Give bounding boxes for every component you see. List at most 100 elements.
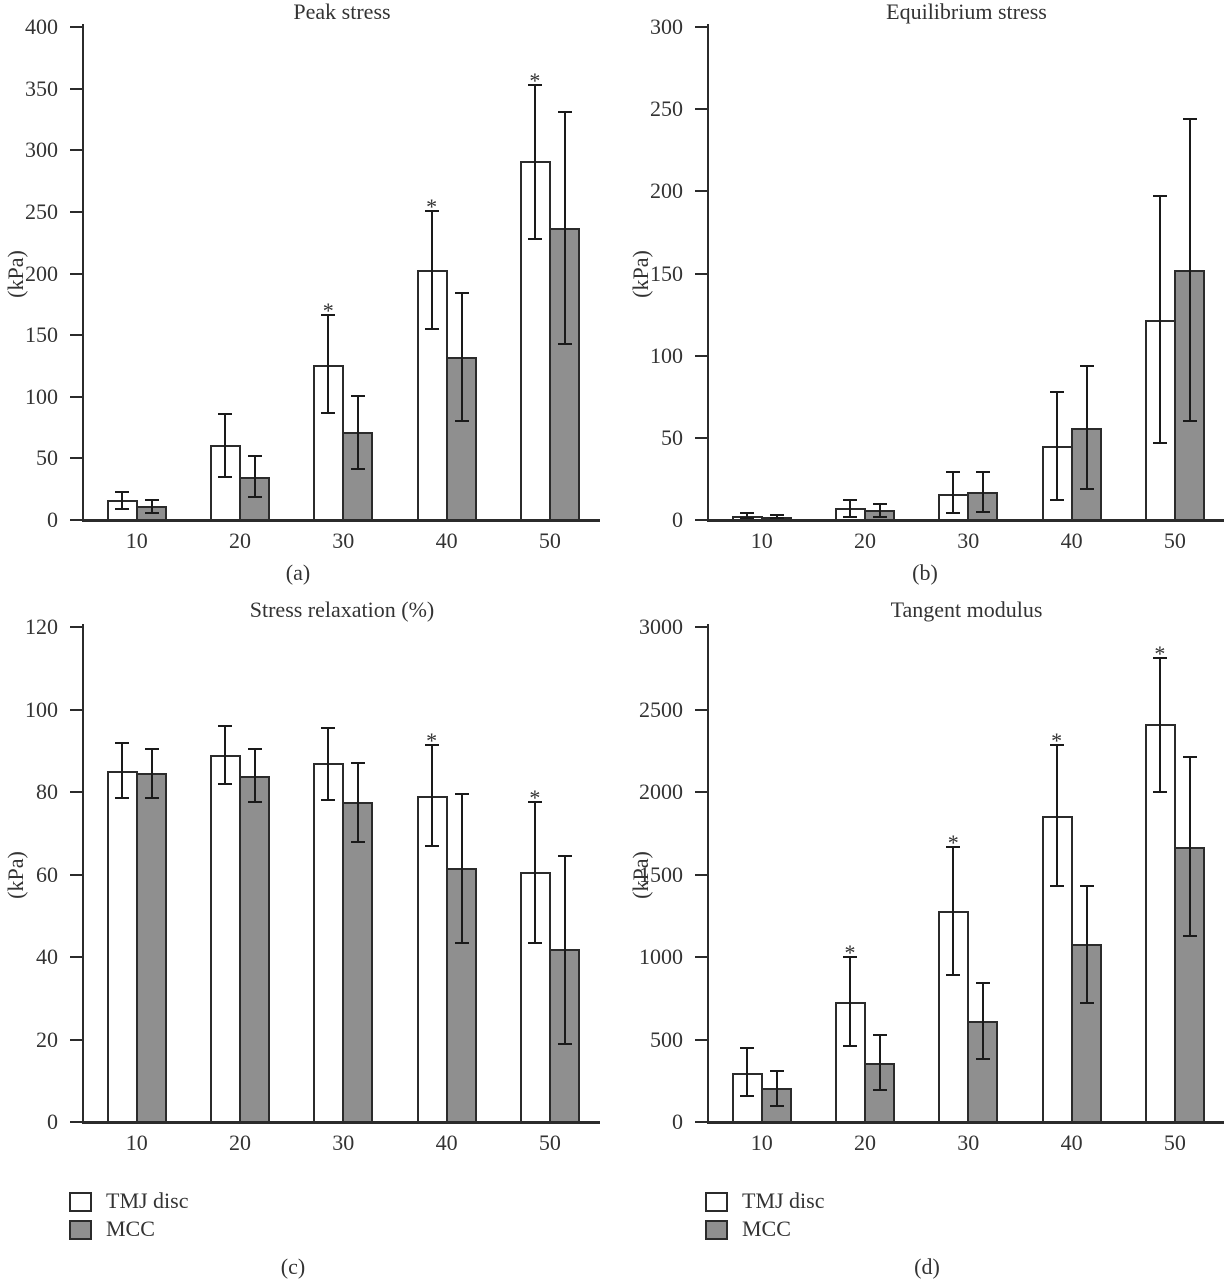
error-bar-cap <box>843 956 857 958</box>
error-bar-cap <box>873 1033 887 1036</box>
y-tick-mark <box>70 272 82 275</box>
error-bar-cap <box>1049 390 1064 393</box>
y-tick-mark <box>70 395 82 398</box>
error-bar-cap <box>144 499 159 502</box>
error-bar-cap <box>218 725 232 727</box>
bar-mcc-10 <box>135 773 167 1123</box>
error-bar-cap <box>144 511 159 514</box>
legend-label-tmj-disc: TMJ disc <box>742 1188 825 1213</box>
error-bar-line <box>1085 886 1088 1004</box>
y-tick-mark <box>695 26 707 28</box>
x-tick-label: 50 <box>1163 1130 1186 1155</box>
y-tick-label: 150 <box>650 260 683 286</box>
y-tick-label: 100 <box>25 383 58 409</box>
y-tick-label: 0 <box>672 1109 683 1134</box>
panel-b-x-axis-line <box>707 519 1224 522</box>
error-bar-line <box>430 744 433 846</box>
x-tick-label: 40 <box>435 1130 458 1155</box>
y-tick-mark <box>695 1121 707 1123</box>
y-tick-label: 0 <box>47 1109 58 1134</box>
y-tick-mark <box>70 1038 82 1041</box>
y-tick-mark <box>70 457 82 460</box>
error-bar-cap <box>424 209 439 212</box>
y-tick-label: 2500 <box>639 696 683 722</box>
error-bar-cap <box>114 741 129 744</box>
error-bar-line <box>563 855 566 1044</box>
error-bar-line <box>1055 391 1058 501</box>
error-bar-cap <box>321 799 336 802</box>
x-tick-label: 20 <box>229 1130 251 1155</box>
bar-tmj-disc-30 <box>313 763 345 1123</box>
error-bar-cap <box>351 394 366 397</box>
error-bar-cap <box>1152 791 1167 793</box>
y-tick-mark <box>70 708 82 711</box>
x-tick-label: 50 <box>538 1130 561 1155</box>
x-tick-label: 50 <box>538 528 561 553</box>
error-bar-cap <box>114 507 129 510</box>
error-bar-cap <box>976 1058 991 1061</box>
error-bar-cap <box>769 514 784 517</box>
x-tick-label: 20 <box>229 528 251 553</box>
error-bar-line <box>775 1070 778 1107</box>
error-bar-cap <box>1182 934 1197 937</box>
legend-swatch-mcc <box>69 1220 92 1240</box>
y-tick-label: 350 <box>25 75 58 101</box>
error-bar-cap <box>424 327 439 330</box>
significance-asterisk: * <box>1051 727 1063 753</box>
error-bar-line <box>150 748 153 799</box>
error-bar-line <box>952 472 955 514</box>
x-tick-label: 10 <box>750 1130 773 1155</box>
significance-asterisk: * <box>947 830 959 856</box>
significance-asterisk: * <box>426 727 438 753</box>
y-tick-label: 100 <box>25 696 58 722</box>
panel-label-d: (d) <box>914 1254 940 1279</box>
x-tick-label: 20 <box>854 528 876 553</box>
panel-label-b: (b) <box>912 560 938 585</box>
y-tick-mark <box>695 708 707 711</box>
error-bar-cap <box>527 237 542 240</box>
x-tick-label: 40 <box>1060 528 1083 553</box>
panel-d-y-axis-line <box>707 624 709 1122</box>
error-bar-cap <box>557 854 572 857</box>
panel-a-x-axis-line <box>82 519 600 522</box>
y-tick-label: 50 <box>36 445 58 471</box>
error-bar-line <box>879 503 881 517</box>
significance-asterisk: * <box>1154 641 1166 667</box>
panel-c-title: Stress relaxation (%) <box>249 597 435 622</box>
error-bar-cap <box>873 515 887 518</box>
legend-label-mcc: MCC <box>106 1216 155 1241</box>
error-bar-line <box>460 794 463 943</box>
y-tick-label: 100 <box>650 342 683 368</box>
error-bar-line <box>460 293 463 422</box>
panel-a-title: Peak stress <box>293 0 391 24</box>
y-tick-mark <box>695 519 707 521</box>
y-tick-label: 40 <box>36 944 58 969</box>
error-bar-line <box>254 748 256 803</box>
error-bar-cap <box>769 517 784 520</box>
error-bar-line <box>982 982 985 1060</box>
x-tick-label: 40 <box>435 528 458 553</box>
error-bar-cap <box>1152 657 1167 660</box>
error-bar-cap <box>321 314 336 317</box>
y-tick-label: 120 <box>25 614 58 639</box>
error-bar-line <box>224 726 226 784</box>
error-bar-cap <box>843 515 857 518</box>
error-bar-cap <box>454 793 469 796</box>
y-tick-label: 300 <box>650 14 683 39</box>
error-bar-cap <box>739 517 754 520</box>
panel-d-x-axis-line <box>707 1121 1224 1124</box>
error-bar-line <box>982 472 985 512</box>
error-bar-line <box>357 763 360 842</box>
error-bar-cap <box>739 512 754 515</box>
panel-label-c: (c) <box>280 1254 306 1279</box>
legend-label-mcc: MCC <box>742 1216 791 1241</box>
error-bar-cap <box>351 468 366 471</box>
error-bar-cap <box>1049 499 1064 502</box>
error-bar-cap <box>144 797 159 800</box>
y-tick-label: 300 <box>25 137 58 163</box>
x-tick-label: 10 <box>125 1130 148 1155</box>
error-bar-cap <box>1182 118 1197 121</box>
y-tick-label: 150 <box>25 322 58 348</box>
panel-c-x-axis-line <box>82 1121 600 1124</box>
